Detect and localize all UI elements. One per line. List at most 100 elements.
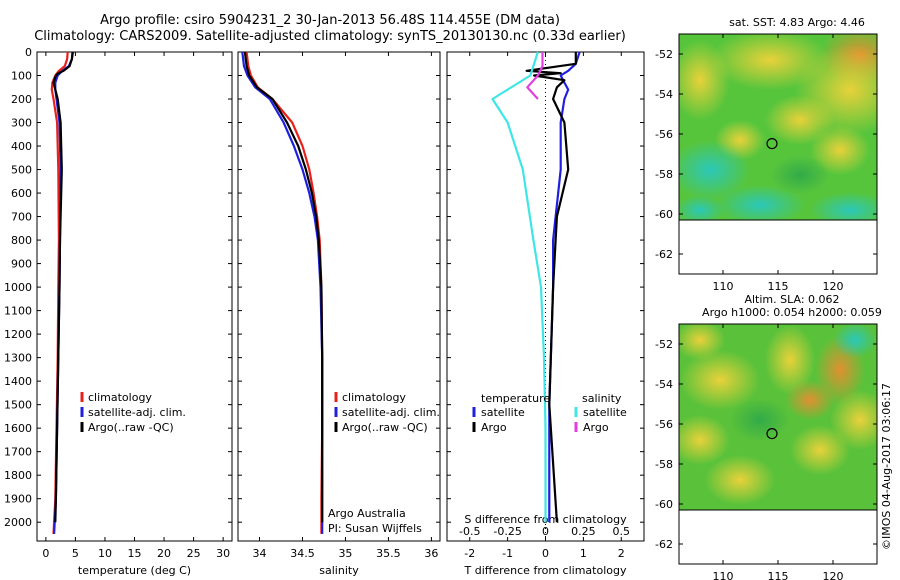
x-tick-label: -1 — [502, 547, 513, 560]
map-anomaly-patch — [710, 34, 830, 90]
x-tick-label: 10 — [98, 547, 112, 560]
diff-line-salinity-satellite — [491, 51, 547, 523]
y-tick-label: 1000 — [4, 281, 32, 294]
x-tick-label: 2 — [618, 547, 625, 560]
map-x-tick-label: 115 — [768, 570, 789, 580]
map-anomaly-patch — [679, 40, 730, 120]
map-y-tick-label: -54 — [655, 88, 673, 101]
legend-heading-temperature: temperature — [481, 392, 550, 405]
y-tick-label: 100 — [11, 70, 32, 83]
map-x-tick-label: 110 — [713, 570, 734, 580]
sst-map-title: sat. SST: 4.83 Argo: 4.46 — [729, 16, 865, 29]
x-top-tick-label: -0.25 — [493, 525, 521, 538]
annotation-line2: PI: Susan Wijffels — [328, 522, 422, 535]
x-axis-label: salinity — [319, 564, 359, 577]
y-tick-label: 800 — [11, 234, 32, 247]
map-anomaly-patch — [715, 185, 805, 220]
map-anomaly-patch — [810, 125, 870, 175]
x-axis-label: temperature (deg C) — [78, 564, 191, 577]
map-anomaly-patch — [730, 398, 790, 442]
y-tick-label: 600 — [11, 187, 32, 200]
map-y-tick-label: -56 — [655, 128, 673, 141]
diff-line-salinity-argo — [526, 52, 544, 100]
map-y-tick-label: -60 — [655, 498, 673, 511]
sla-map-title-line1: Altim. SLA: 0.062 — [744, 293, 840, 306]
x-tick-label: 35.5 — [376, 547, 401, 560]
x-tick-label: 30 — [216, 547, 230, 560]
y-tick-label: 2000 — [4, 516, 32, 529]
map-y-tick-label: -52 — [655, 48, 673, 61]
map-x-tick-label: 120 — [823, 280, 844, 293]
map-y-tick-label: -58 — [655, 458, 673, 471]
x-tick-label: 25 — [187, 547, 201, 560]
map-y-tick-label: -56 — [655, 418, 673, 431]
map-anomaly-patch — [770, 155, 830, 195]
legend-label: Argo(..raw -QC) — [88, 421, 174, 434]
x-tick-label: 15 — [128, 547, 142, 560]
y-tick-label: 300 — [11, 117, 32, 130]
x-tick-label: 20 — [157, 547, 171, 560]
x-axis-label: T difference from climatology — [464, 564, 627, 577]
legend-label: Argo — [583, 421, 609, 434]
chart-title-line2: Climatology: CARS2009. Satellite-adjuste… — [34, 29, 626, 44]
y-tick-label: 1900 — [4, 493, 32, 506]
map-y-tick-label: -60 — [655, 208, 673, 221]
x-top-tick-label: 0.25 — [571, 525, 596, 538]
map-x-tick-label: 110 — [713, 280, 734, 293]
map-anomaly-patch — [680, 350, 760, 410]
series-line-argo-raw-qc- — [52, 51, 74, 523]
x-tick-label: 36 — [424, 547, 438, 560]
map-y-tick-label: -54 — [655, 378, 673, 391]
x-top-tick-label: -0.5 — [459, 525, 480, 538]
y-tick-label: 1500 — [4, 399, 32, 412]
legend-label: climatology — [88, 391, 152, 404]
legend-label: climatology — [342, 391, 406, 404]
map-field-1 — [679, 34, 877, 220]
argo-location-marker — [766, 138, 778, 150]
map-anomaly-patch — [705, 455, 775, 505]
legend-label: satellite-adj. clim. — [88, 406, 186, 419]
map-anomaly-patch — [765, 325, 815, 395]
y-tick-label: 1200 — [4, 328, 32, 341]
legend-label: Argo — [481, 421, 507, 434]
annotation-line1: Argo Australia — [328, 507, 406, 520]
map-anomaly-patch — [679, 415, 730, 465]
y-tick-label: 1100 — [4, 305, 32, 318]
x-tick-label: -2 — [464, 547, 475, 560]
legend-heading-salinity: salinity — [582, 392, 622, 405]
map-field-2 — [679, 324, 877, 510]
plot-frame-temperature-profile — [36, 51, 233, 542]
x-top-tick-label: 0 — [542, 525, 549, 538]
legend-label: satellite — [583, 406, 627, 419]
map-anomaly-patch — [765, 95, 835, 145]
series-line-satellite-adj-clim- — [241, 51, 324, 534]
x-tick-label: 0 — [42, 547, 49, 560]
plot-frame-salinity-profile — [237, 51, 441, 542]
y-tick-label: 0 — [25, 46, 32, 59]
series-line-argo-raw-qc- — [243, 51, 324, 523]
sla-map-title-line2: Argo h1000: 0.054 h2000: 0.059 — [702, 306, 882, 319]
y-tick-label: 500 — [11, 164, 32, 177]
y-tick-label: 1400 — [4, 375, 32, 388]
map-y-tick-label: -62 — [655, 538, 673, 551]
argo-location-marker — [766, 428, 778, 440]
y-tick-label: 400 — [11, 140, 32, 153]
x-tick-label: 1 — [580, 547, 587, 560]
map-anomaly-patch — [810, 192, 877, 220]
x-tick-label: 34.5 — [290, 547, 315, 560]
diff-line-temperature-argo — [525, 52, 577, 523]
x-top-tick-label: 0.5 — [613, 525, 631, 538]
map-x-tick-label: 115 — [768, 280, 789, 293]
y-tick-label: 1300 — [4, 352, 32, 365]
map-anomaly-patch — [833, 324, 877, 358]
y-tick-label: 700 — [11, 211, 32, 224]
map-anomaly-patch — [790, 425, 850, 475]
legend-label: Argo(..raw -QC) — [342, 421, 428, 434]
legend-label: satellite-adj. clim. — [342, 406, 440, 419]
y-tick-label: 1700 — [4, 446, 32, 459]
map-anomaly-patch — [679, 195, 725, 220]
map-y-tick-label: -52 — [655, 338, 673, 351]
x-tick-label: 34 — [252, 547, 266, 560]
map-anomaly-patch — [679, 324, 725, 360]
